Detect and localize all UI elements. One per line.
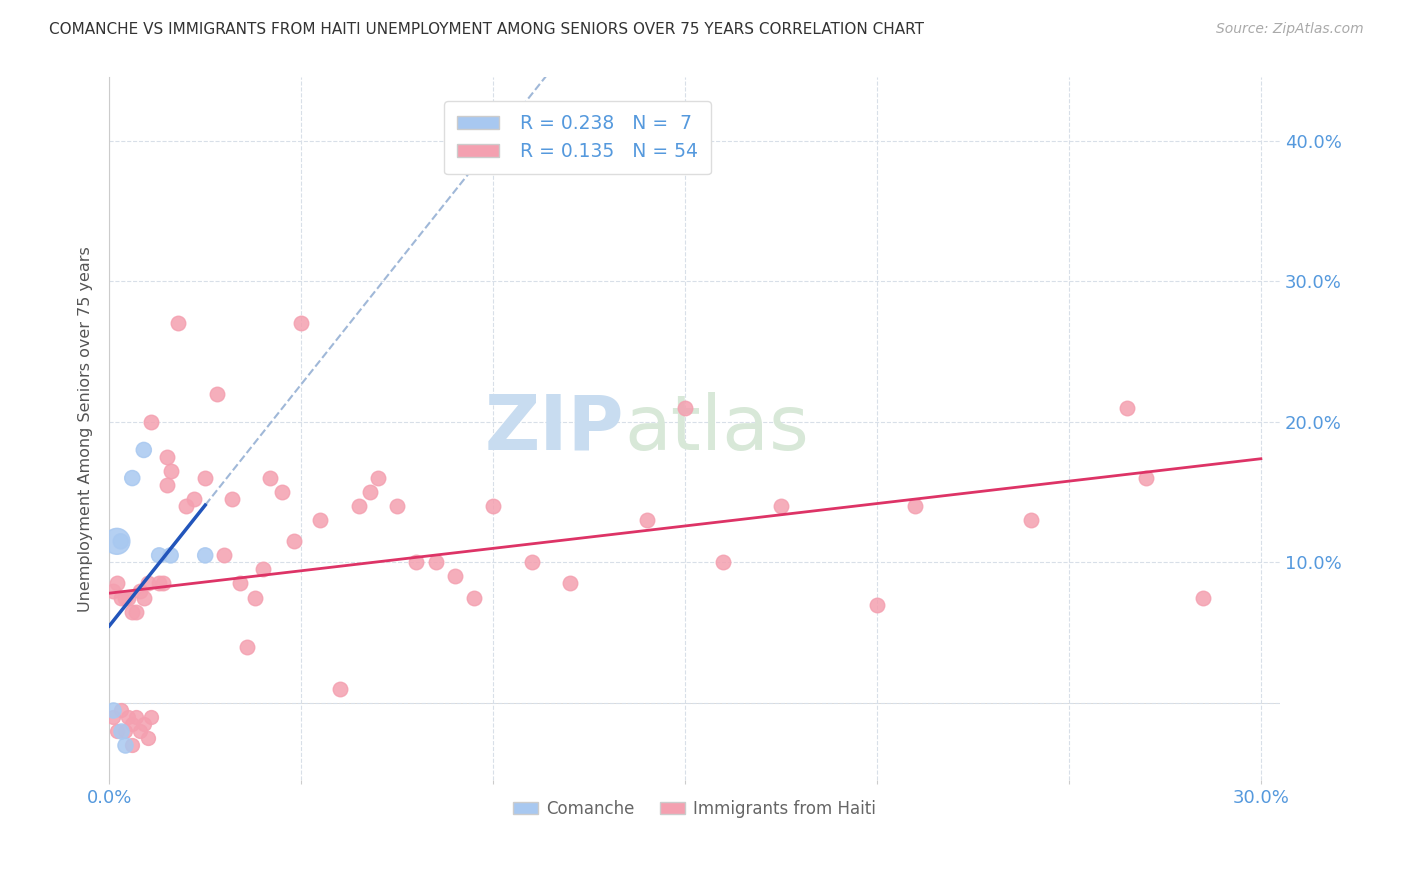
Point <box>105 576 128 591</box>
Point <box>129 724 152 739</box>
Point <box>125 710 148 724</box>
Text: Source: ZipAtlas.com: Source: ZipAtlas.com <box>1216 22 1364 37</box>
Point <box>141 415 163 429</box>
Point <box>463 591 485 605</box>
Point <box>167 317 190 331</box>
Point <box>132 717 155 731</box>
Point <box>443 569 465 583</box>
Point <box>309 513 332 527</box>
Point <box>121 471 143 485</box>
Point <box>121 717 143 731</box>
Point <box>132 591 155 605</box>
Point <box>136 576 159 591</box>
Point <box>121 605 143 619</box>
Point <box>271 485 294 500</box>
Text: COMANCHE VS IMMIGRANTS FROM HAITI UNEMPLOYMENT AMONG SENIORS OVER 75 YEARS CORRE: COMANCHE VS IMMIGRANTS FROM HAITI UNEMPL… <box>49 22 924 37</box>
Point <box>259 471 281 485</box>
Point <box>205 386 228 401</box>
Point <box>129 583 152 598</box>
Point <box>110 591 132 605</box>
Point <box>214 549 236 563</box>
Point <box>121 738 143 752</box>
Point <box>159 549 181 563</box>
Point <box>110 703 132 717</box>
Point <box>425 556 447 570</box>
Point <box>1135 471 1157 485</box>
Point <box>174 499 197 513</box>
Point <box>904 499 927 513</box>
Point <box>385 499 408 513</box>
Point <box>1019 513 1042 527</box>
Point <box>101 710 124 724</box>
Point <box>117 591 139 605</box>
Text: ZIP: ZIP <box>485 392 624 466</box>
Point <box>125 605 148 619</box>
Point <box>636 513 658 527</box>
Point <box>558 576 581 591</box>
Point <box>347 499 370 513</box>
Point <box>117 710 139 724</box>
Point <box>194 471 217 485</box>
Point <box>405 556 427 570</box>
Point <box>221 492 243 507</box>
Point <box>359 485 381 500</box>
Point <box>141 710 163 724</box>
Point <box>159 464 181 478</box>
Point <box>252 562 274 576</box>
Text: atlas: atlas <box>624 392 810 466</box>
Y-axis label: Unemployment Among Seniors over 75 years: Unemployment Among Seniors over 75 years <box>79 246 93 612</box>
Point <box>156 478 179 492</box>
Point <box>136 731 159 745</box>
Point <box>243 591 266 605</box>
Point <box>769 499 792 513</box>
Point <box>101 583 124 598</box>
Point <box>156 450 179 464</box>
Point <box>1192 591 1215 605</box>
Point <box>283 534 305 549</box>
Point <box>105 724 128 739</box>
Point <box>110 724 132 739</box>
Point <box>229 576 252 591</box>
Point <box>101 703 124 717</box>
Point <box>236 640 259 654</box>
Point <box>673 401 696 415</box>
Point <box>520 556 543 570</box>
Point <box>114 724 136 739</box>
Legend: Comanche, Immigrants from Haiti: Comanche, Immigrants from Haiti <box>506 793 883 825</box>
Point <box>290 317 312 331</box>
Point <box>110 534 132 549</box>
Point <box>194 549 217 563</box>
Point <box>329 681 352 696</box>
Point <box>713 556 735 570</box>
Point <box>114 591 136 605</box>
Point <box>152 576 174 591</box>
Point <box>1115 401 1137 415</box>
Point <box>132 442 155 457</box>
Point <box>105 534 128 549</box>
Point <box>114 738 136 752</box>
Point <box>148 549 170 563</box>
Point <box>183 492 205 507</box>
Point <box>866 598 889 612</box>
Point <box>482 499 505 513</box>
Point <box>148 576 170 591</box>
Point <box>367 471 389 485</box>
